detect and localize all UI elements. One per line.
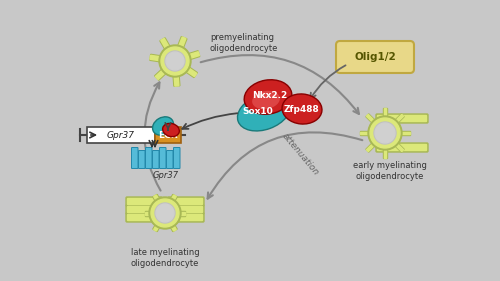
Circle shape [368, 116, 402, 150]
FancyBboxPatch shape [166, 151, 173, 169]
FancyArrow shape [173, 61, 179, 86]
FancyBboxPatch shape [168, 197, 204, 206]
FancyBboxPatch shape [174, 148, 180, 169]
Text: attenuation: attenuation [280, 131, 320, 177]
FancyArrow shape [366, 114, 386, 134]
Circle shape [155, 203, 175, 223]
Ellipse shape [252, 91, 280, 109]
Text: Gpr37: Gpr37 [153, 171, 179, 180]
FancyArrow shape [163, 212, 177, 232]
Circle shape [159, 45, 191, 77]
FancyArrow shape [145, 210, 165, 216]
FancyArrow shape [160, 38, 178, 62]
FancyArrow shape [383, 133, 387, 158]
Text: late myelinating
oligodendrocyte: late myelinating oligodendrocyte [130, 248, 200, 268]
FancyArrow shape [165, 212, 185, 214]
Circle shape [370, 118, 400, 148]
FancyBboxPatch shape [128, 207, 160, 212]
FancyArrow shape [145, 212, 165, 214]
FancyBboxPatch shape [170, 198, 202, 205]
FancyBboxPatch shape [128, 214, 160, 221]
Circle shape [156, 204, 174, 222]
FancyArrow shape [360, 131, 385, 135]
FancyArrow shape [164, 212, 176, 231]
FancyBboxPatch shape [376, 114, 428, 123]
FancyArrow shape [174, 59, 197, 77]
Text: Sox10: Sox10 [242, 106, 274, 115]
FancyBboxPatch shape [126, 197, 162, 206]
FancyArrow shape [153, 212, 167, 232]
Circle shape [165, 51, 185, 71]
FancyArrow shape [165, 210, 185, 216]
FancyArrow shape [384, 133, 386, 158]
Circle shape [151, 199, 179, 227]
FancyBboxPatch shape [155, 127, 181, 143]
Text: premyelinating
oligodendrocyte: premyelinating oligodendrocyte [210, 33, 278, 53]
FancyBboxPatch shape [160, 148, 166, 169]
FancyBboxPatch shape [132, 148, 138, 169]
FancyArrow shape [384, 114, 404, 134]
FancyArrow shape [154, 59, 177, 80]
FancyArrow shape [384, 108, 386, 133]
FancyArrow shape [385, 131, 410, 135]
FancyArrow shape [161, 38, 176, 62]
Ellipse shape [282, 94, 322, 124]
Circle shape [374, 122, 396, 144]
FancyArrow shape [366, 114, 386, 134]
Text: Gpr37: Gpr37 [107, 130, 135, 139]
FancyBboxPatch shape [378, 144, 426, 151]
Text: ECR: ECR [158, 130, 178, 139]
Ellipse shape [162, 123, 180, 137]
FancyBboxPatch shape [170, 207, 202, 212]
FancyBboxPatch shape [138, 151, 145, 169]
FancyBboxPatch shape [126, 213, 162, 222]
Ellipse shape [152, 117, 174, 135]
FancyArrow shape [366, 132, 386, 152]
FancyArrow shape [154, 212, 166, 231]
FancyBboxPatch shape [170, 214, 202, 221]
Text: Nkx2.2: Nkx2.2 [252, 90, 288, 99]
FancyBboxPatch shape [126, 205, 162, 214]
FancyBboxPatch shape [87, 127, 155, 143]
FancyArrow shape [385, 132, 410, 134]
Circle shape [166, 52, 184, 70]
FancyArrow shape [164, 195, 176, 214]
FancyArrow shape [384, 132, 404, 152]
FancyBboxPatch shape [378, 115, 426, 121]
Circle shape [149, 197, 181, 229]
Text: early myelinating
oligodendrocyte: early myelinating oligodendrocyte [353, 161, 427, 181]
FancyArrow shape [174, 58, 198, 78]
FancyBboxPatch shape [146, 148, 152, 169]
FancyArrow shape [383, 108, 387, 133]
Ellipse shape [238, 93, 290, 131]
FancyArrow shape [384, 114, 404, 134]
FancyArrow shape [154, 195, 166, 214]
Text: Zfp488: Zfp488 [284, 105, 320, 114]
Circle shape [375, 123, 395, 143]
FancyArrow shape [172, 61, 180, 86]
FancyBboxPatch shape [168, 205, 204, 214]
FancyArrow shape [174, 52, 200, 63]
FancyArrow shape [360, 132, 385, 134]
Ellipse shape [244, 80, 292, 114]
FancyArrow shape [173, 37, 186, 62]
FancyArrow shape [366, 132, 386, 151]
FancyArrow shape [150, 54, 176, 64]
FancyBboxPatch shape [336, 41, 414, 73]
FancyBboxPatch shape [376, 143, 428, 152]
FancyBboxPatch shape [168, 213, 204, 222]
FancyArrow shape [156, 60, 176, 80]
FancyArrow shape [174, 51, 200, 64]
FancyArrow shape [163, 194, 177, 214]
FancyArrow shape [384, 132, 404, 151]
Circle shape [161, 47, 189, 75]
FancyArrow shape [150, 55, 176, 63]
Text: Olig1/2: Olig1/2 [354, 52, 396, 62]
FancyArrow shape [172, 37, 187, 62]
FancyArrow shape [153, 194, 167, 214]
FancyBboxPatch shape [152, 151, 159, 169]
FancyBboxPatch shape [128, 198, 160, 205]
